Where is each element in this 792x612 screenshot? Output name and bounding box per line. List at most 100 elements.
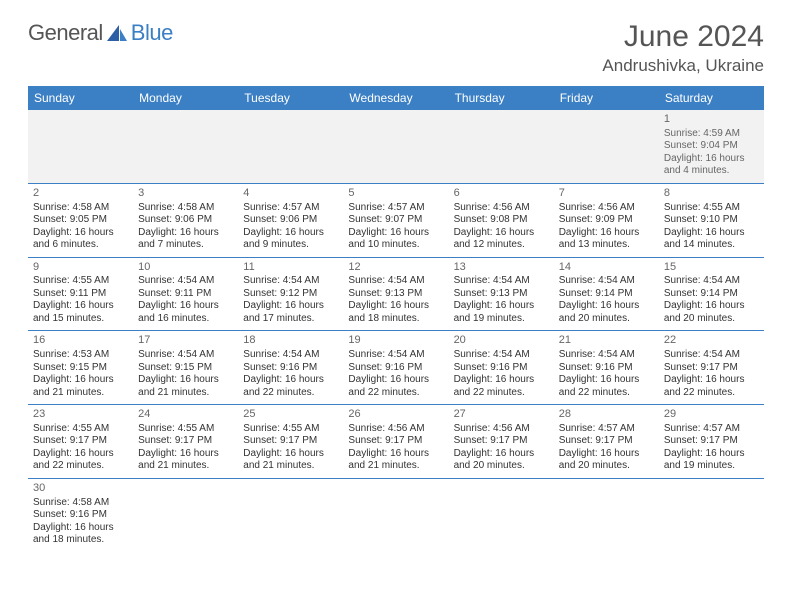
- cell-line: and 14 minutes.: [664, 239, 759, 252]
- day-number: 7: [559, 187, 654, 201]
- cell-line: Sunset: 9:17 PM: [664, 435, 759, 448]
- calendar-cell: [659, 478, 764, 551]
- day-number: 15: [664, 261, 759, 275]
- day-number: 21: [559, 334, 654, 348]
- day-number: 11: [243, 261, 338, 275]
- cell-line: Daylight: 16 hours: [33, 227, 128, 240]
- cell-line: Daylight: 16 hours: [138, 227, 233, 240]
- calendar-cell: [238, 110, 343, 183]
- logo-text-general: General: [28, 20, 103, 46]
- calendar-cell: 22Sunrise: 4:54 AMSunset: 9:17 PMDayligh…: [659, 331, 764, 405]
- cell-line: Sunrise: 4:56 AM: [559, 202, 654, 215]
- day-number: 8: [664, 187, 759, 201]
- cell-line: Sunrise: 4:58 AM: [33, 202, 128, 215]
- cell-line: and 18 minutes.: [33, 534, 128, 547]
- cell-line: Sunset: 9:15 PM: [33, 362, 128, 375]
- cell-line: Sunrise: 4:58 AM: [138, 202, 233, 215]
- calendar-cell: 17Sunrise: 4:54 AMSunset: 9:15 PMDayligh…: [133, 331, 238, 405]
- calendar-table: SundayMondayTuesdayWednesdayThursdayFrid…: [28, 86, 764, 552]
- page-title: June 2024: [602, 20, 764, 54]
- day-number: 25: [243, 408, 338, 422]
- cell-line: Sunset: 9:11 PM: [138, 288, 233, 301]
- cell-line: Sunrise: 4:57 AM: [559, 423, 654, 436]
- calendar-cell: 15Sunrise: 4:54 AMSunset: 9:14 PMDayligh…: [659, 257, 764, 331]
- calendar-cell: [554, 478, 659, 551]
- cell-line: Sunrise: 4:54 AM: [243, 275, 338, 288]
- day-number: 18: [243, 334, 338, 348]
- day-number: 19: [348, 334, 443, 348]
- cell-line: Sunrise: 4:59 AM: [664, 128, 759, 141]
- calendar-cell: 3Sunrise: 4:58 AMSunset: 9:06 PMDaylight…: [133, 183, 238, 257]
- cell-line: Sunset: 9:13 PM: [348, 288, 443, 301]
- cell-line: Daylight: 16 hours: [454, 374, 549, 387]
- cell-line: Sunrise: 4:57 AM: [348, 202, 443, 215]
- day-number: 5: [348, 187, 443, 201]
- day-number: 10: [138, 261, 233, 275]
- cell-line: Sunset: 9:16 PM: [243, 362, 338, 375]
- calendar-cell: [133, 110, 238, 183]
- cell-line: Sunrise: 4:53 AM: [33, 349, 128, 362]
- calendar-cell: 26Sunrise: 4:56 AMSunset: 9:17 PMDayligh…: [343, 405, 448, 479]
- day-header: Monday: [133, 86, 238, 110]
- day-number: 26: [348, 408, 443, 422]
- day-number: 28: [559, 408, 654, 422]
- cell-line: and 9 minutes.: [243, 239, 338, 252]
- calendar-cell: [238, 478, 343, 551]
- day-header: Tuesday: [238, 86, 343, 110]
- calendar-body: 1Sunrise: 4:59 AMSunset: 9:04 PMDaylight…: [28, 110, 764, 552]
- calendar-cell: 9Sunrise: 4:55 AMSunset: 9:11 PMDaylight…: [28, 257, 133, 331]
- cell-line: Sunset: 9:07 PM: [348, 214, 443, 227]
- cell-line: Sunset: 9:17 PM: [559, 435, 654, 448]
- calendar-week-row: 16Sunrise: 4:53 AMSunset: 9:15 PMDayligh…: [28, 331, 764, 405]
- calendar-cell: [554, 110, 659, 183]
- cell-line: Daylight: 16 hours: [348, 374, 443, 387]
- cell-line: Daylight: 16 hours: [559, 227, 654, 240]
- cell-line: Daylight: 16 hours: [348, 300, 443, 313]
- cell-line: and 21 minutes.: [348, 460, 443, 473]
- cell-line: Sunset: 9:06 PM: [138, 214, 233, 227]
- cell-line: and 6 minutes.: [33, 239, 128, 252]
- cell-line: Daylight: 16 hours: [33, 300, 128, 313]
- cell-line: Sunset: 9:12 PM: [243, 288, 338, 301]
- day-header: Thursday: [449, 86, 554, 110]
- cell-line: Sunset: 9:14 PM: [559, 288, 654, 301]
- cell-line: and 22 minutes.: [348, 387, 443, 400]
- cell-line: Daylight: 16 hours: [664, 300, 759, 313]
- cell-line: Daylight: 16 hours: [138, 300, 233, 313]
- cell-line: Sunrise: 4:55 AM: [33, 423, 128, 436]
- calendar-cell: 7Sunrise: 4:56 AMSunset: 9:09 PMDaylight…: [554, 183, 659, 257]
- calendar-cell: 10Sunrise: 4:54 AMSunset: 9:11 PMDayligh…: [133, 257, 238, 331]
- calendar-cell: 18Sunrise: 4:54 AMSunset: 9:16 PMDayligh…: [238, 331, 343, 405]
- calendar-cell: 1Sunrise: 4:59 AMSunset: 9:04 PMDaylight…: [659, 110, 764, 183]
- cell-line: Sunrise: 4:55 AM: [243, 423, 338, 436]
- day-header: Sunday: [28, 86, 133, 110]
- location: Andrushivka, Ukraine: [602, 56, 764, 76]
- day-number: 23: [33, 408, 128, 422]
- day-number: 2: [33, 187, 128, 201]
- cell-line: Sunrise: 4:54 AM: [664, 275, 759, 288]
- calendar-week-row: 1Sunrise: 4:59 AMSunset: 9:04 PMDaylight…: [28, 110, 764, 183]
- cell-line: Daylight: 16 hours: [664, 374, 759, 387]
- cell-line: Daylight: 16 hours: [664, 153, 759, 166]
- calendar-cell: 28Sunrise: 4:57 AMSunset: 9:17 PMDayligh…: [554, 405, 659, 479]
- day-header: Wednesday: [343, 86, 448, 110]
- cell-line: Sunset: 9:10 PM: [664, 214, 759, 227]
- cell-line: and 22 minutes.: [243, 387, 338, 400]
- sail-icon: [105, 23, 129, 43]
- cell-line: Sunset: 9:16 PM: [559, 362, 654, 375]
- cell-line: Daylight: 16 hours: [33, 522, 128, 535]
- calendar-cell: 29Sunrise: 4:57 AMSunset: 9:17 PMDayligh…: [659, 405, 764, 479]
- calendar-week-row: 23Sunrise: 4:55 AMSunset: 9:17 PMDayligh…: [28, 405, 764, 479]
- cell-line: Daylight: 16 hours: [348, 448, 443, 461]
- calendar-cell: 30Sunrise: 4:58 AMSunset: 9:16 PMDayligh…: [28, 478, 133, 551]
- day-number: 9: [33, 261, 128, 275]
- cell-line: Sunset: 9:16 PM: [348, 362, 443, 375]
- cell-line: and 19 minutes.: [664, 460, 759, 473]
- calendar-cell: 8Sunrise: 4:55 AMSunset: 9:10 PMDaylight…: [659, 183, 764, 257]
- cell-line: Daylight: 16 hours: [559, 374, 654, 387]
- cell-line: and 22 minutes.: [559, 387, 654, 400]
- calendar-cell: 23Sunrise: 4:55 AMSunset: 9:17 PMDayligh…: [28, 405, 133, 479]
- cell-line: Sunrise: 4:55 AM: [664, 202, 759, 215]
- cell-line: and 13 minutes.: [559, 239, 654, 252]
- day-number: 12: [348, 261, 443, 275]
